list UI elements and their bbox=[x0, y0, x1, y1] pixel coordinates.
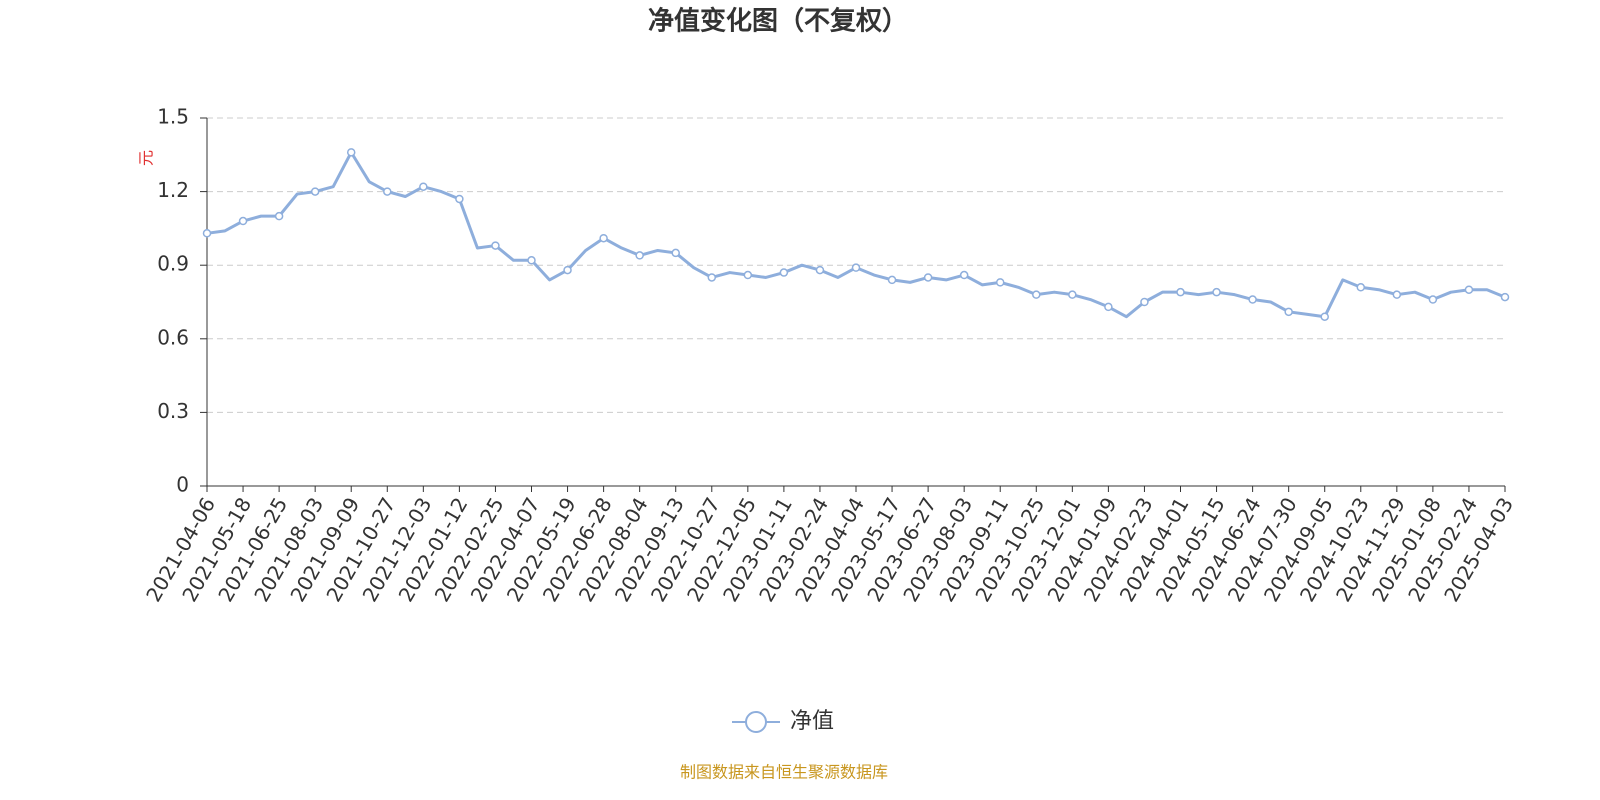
data-point bbox=[1248, 295, 1257, 304]
chart-title: 净值变化图（不复权） bbox=[648, 6, 908, 37]
data-point bbox=[959, 270, 969, 280]
data-point bbox=[851, 263, 861, 272]
data-point bbox=[1428, 295, 1438, 304]
y-tick-label: 1.2 bbox=[157, 178, 189, 202]
data-point bbox=[815, 265, 825, 275]
data-point bbox=[491, 241, 500, 250]
y-tick-label: 1.5 bbox=[157, 105, 189, 129]
data-point bbox=[346, 148, 356, 157]
data-point bbox=[743, 270, 753, 280]
data-point bbox=[923, 273, 933, 282]
data-point bbox=[779, 268, 789, 277]
data-point bbox=[563, 265, 572, 275]
y-tick-label: 0 bbox=[176, 473, 189, 497]
y-axis-label: 元 bbox=[137, 150, 156, 166]
data-point bbox=[274, 211, 284, 221]
data-point bbox=[383, 187, 392, 196]
data-point bbox=[1068, 290, 1077, 299]
source-note: 制图数据来自恒生聚源数据库 bbox=[680, 763, 888, 782]
legend-label: 净值 bbox=[790, 709, 834, 734]
data-point bbox=[1104, 302, 1113, 312]
data-point bbox=[1140, 297, 1149, 307]
data-point bbox=[599, 233, 608, 243]
data-point bbox=[1212, 287, 1221, 297]
data-point bbox=[671, 248, 680, 258]
data-point bbox=[1176, 287, 1185, 297]
data-point bbox=[1356, 283, 1366, 292]
data-point bbox=[1284, 307, 1293, 317]
series-line bbox=[206, 150, 1506, 319]
legend-marker bbox=[745, 711, 767, 733]
data-point bbox=[527, 256, 536, 265]
data-point bbox=[887, 275, 897, 285]
data-point bbox=[635, 251, 644, 260]
data-point bbox=[1392, 290, 1402, 299]
y-tick-label: 0.6 bbox=[157, 325, 189, 349]
data-point bbox=[1464, 285, 1474, 294]
data-point bbox=[202, 229, 212, 238]
y-tick-label: 0.9 bbox=[157, 252, 189, 276]
data-point bbox=[238, 216, 248, 226]
data-point bbox=[1500, 292, 1510, 302]
data-point bbox=[419, 182, 428, 191]
data-point bbox=[995, 278, 1005, 287]
data-point bbox=[1032, 290, 1041, 299]
y-tick-label: 0.3 bbox=[157, 399, 189, 423]
data-point bbox=[310, 187, 320, 196]
data-point bbox=[455, 194, 464, 204]
data-point bbox=[707, 273, 717, 282]
data-point bbox=[1320, 312, 1329, 321]
